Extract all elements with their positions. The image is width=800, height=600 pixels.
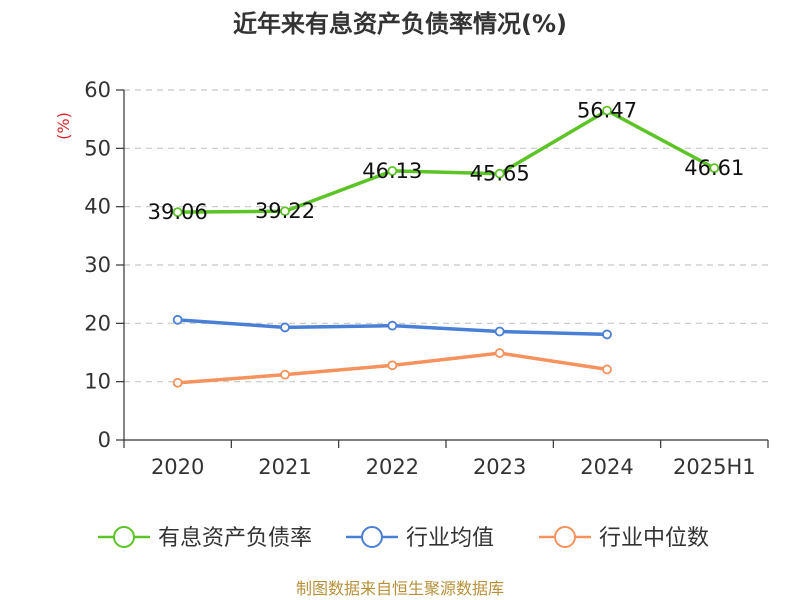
x-tick-label: 2022 <box>366 455 419 479</box>
data-point <box>280 369 290 380</box>
y-tick-label: 60 <box>84 78 111 102</box>
data-point <box>172 377 183 388</box>
data-point <box>387 320 398 331</box>
data-point <box>494 168 505 179</box>
y-tick-label: 40 <box>84 195 111 219</box>
data-point <box>280 322 290 333</box>
source-note: 制图数据来自恒生聚源数据库 <box>296 579 504 598</box>
legend-label: 行业中位数 <box>599 526 709 551</box>
series-layer <box>172 105 720 388</box>
x-tick-label: 2025H1 <box>673 455 756 479</box>
legend-label: 有息资产负债率 <box>158 526 312 551</box>
data-label: 46.13 <box>362 159 422 183</box>
y-tick-labels: 0 10 20 30 40 50 60 <box>84 78 111 452</box>
y-tick-label: 30 <box>84 253 111 277</box>
legend-marker <box>361 526 383 548</box>
y-tick-label: 50 <box>84 136 111 160</box>
grid-lines <box>124 89 768 383</box>
data-point <box>602 329 612 340</box>
y-tick-label: 10 <box>84 370 111 394</box>
x-tick-label: 2023 <box>473 455 526 479</box>
data-label: 45.65 <box>470 162 530 186</box>
data-point <box>709 163 720 174</box>
data-point <box>387 166 398 176</box>
legend-marker <box>113 526 135 548</box>
data-point <box>494 348 505 358</box>
data-label: 56.47 <box>577 99 637 123</box>
legend-label: 行业均值 <box>406 526 494 551</box>
y-axis-unit: (%) <box>54 112 73 140</box>
x-tick-labels: 2020 2021 2022 2023 2024 2025H1 <box>151 455 756 479</box>
series-line <box>175 108 717 214</box>
legend: 有息资产负债率 行业均值 行业中位数 <box>98 526 709 551</box>
data-label: 39.06 <box>148 200 208 224</box>
y-tick-label: 0 <box>98 428 111 452</box>
legend-marker <box>554 526 576 548</box>
axes <box>116 89 769 448</box>
data-point <box>494 326 505 337</box>
data-point <box>280 206 290 217</box>
x-tick-label: 2021 <box>258 455 311 479</box>
data-point <box>602 105 612 116</box>
x-tick-label: 2020 <box>151 455 204 479</box>
data-point <box>602 364 612 375</box>
data-point <box>387 360 398 371</box>
data-labels: 39.06 39.22 46.13 45.65 56.47 46.61 <box>148 99 745 225</box>
y-tick-label: 20 <box>84 311 111 335</box>
x-tick-label: 2024 <box>580 455 633 479</box>
data-label: 39.22 <box>255 199 315 223</box>
data-point <box>172 207 183 218</box>
data-point <box>172 314 183 325</box>
data-label: 46.61 <box>684 156 744 180</box>
chart-title: 近年来有息资产负债率情况(%) <box>233 10 567 38</box>
